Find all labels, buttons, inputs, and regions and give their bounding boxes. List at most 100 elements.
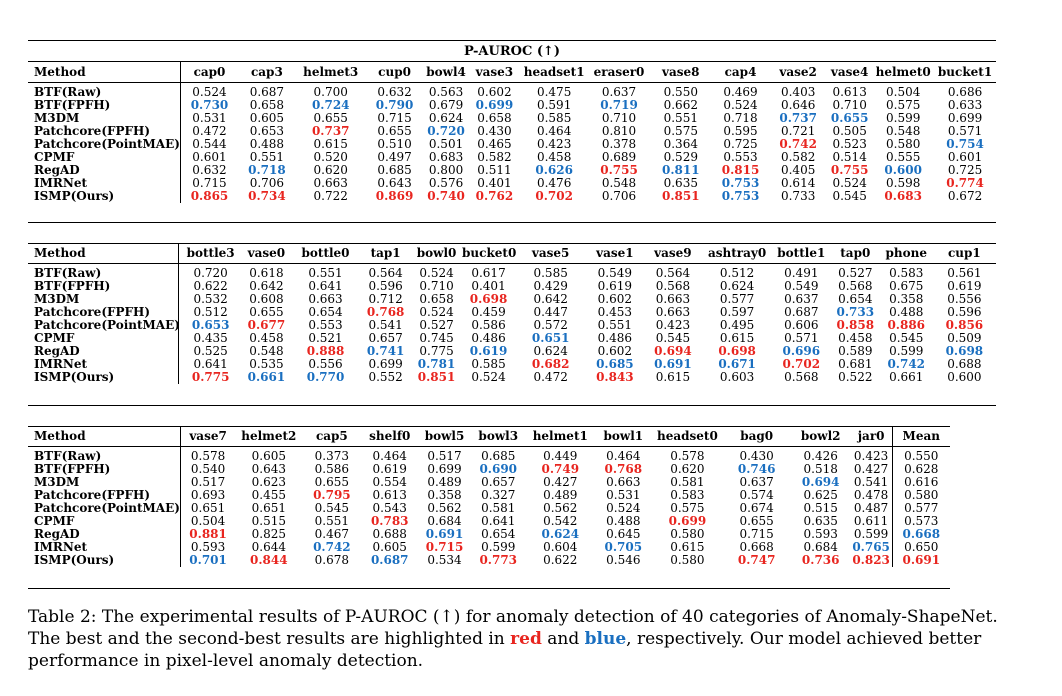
score-cell: 0.505 <box>832 124 867 138</box>
score-cell: 0.524 <box>192 85 227 99</box>
score-cell: 0.615 <box>719 331 755 345</box>
method-name: M3DM <box>28 112 181 125</box>
column-header-vase9: vase9 <box>643 243 703 264</box>
score-cell: 0.520 <box>313 150 348 164</box>
score-cell: 0.641 <box>193 357 228 371</box>
score-cell: 0.596 <box>947 305 982 319</box>
score-cell: 0.575 <box>886 98 921 112</box>
column-header-bottle3: bottle3 <box>178 243 242 264</box>
score-cell: 0.718 <box>248 163 286 177</box>
method-name: BTF(FPFH) <box>28 280 180 293</box>
score-cell: 0.464 <box>606 449 641 463</box>
score-cell: 0.447 <box>533 305 568 319</box>
score-cell: 0.701 <box>189 553 227 567</box>
score-cell: 0.681 <box>838 357 873 371</box>
score-cell: 0.749 <box>541 462 580 476</box>
table-row: IMRNet 0.715 0.706 0.663 0.643 0.576 0.401 0.47… <box>28 177 996 190</box>
method-name: RegAD <box>28 164 181 177</box>
score-cell: 0.619 <box>947 279 982 293</box>
caption-blue-word: blue <box>584 629 627 649</box>
score-cell: 0.635 <box>803 514 838 528</box>
score-cell: 0.619 <box>597 279 633 293</box>
score-cell: 0.650 <box>891 541 950 554</box>
score-cell: 0.598 <box>886 176 921 190</box>
score-cell: 0.549 <box>784 279 819 293</box>
score-cell: 0.401 <box>477 176 512 190</box>
score-cell: 0.512 <box>193 305 228 319</box>
score-cell: 0.517 <box>427 449 462 463</box>
score-cell: 0.678 <box>314 553 350 567</box>
score-cell: 0.755 <box>600 163 638 177</box>
table-row: BTF(Raw) 0.578 0.605 0.373 0.464 0.517 0.685 0.… <box>28 446 950 463</box>
method-name: BTF(FPFH) <box>28 463 182 476</box>
score-cell: 0.524 <box>471 370 506 384</box>
method-name: Patchcore(PointMAE) <box>28 138 181 151</box>
score-cell: 0.632 <box>377 85 412 99</box>
score-cell: 0.551 <box>663 111 698 125</box>
score-cell: 0.378 <box>601 137 637 151</box>
table-row: CPMF 0.601 0.551 0.520 0.497 0.683 0.582 0.458 0… <box>28 151 996 164</box>
score-cell: 0.574 <box>739 488 774 502</box>
method-name: Patchcore(FPFH) <box>28 125 181 138</box>
score-cell: 0.719 <box>600 98 638 112</box>
results-table-3: Method vase7 helmet2 cap5 shelf0 bowl5 bowl3 he… <box>28 426 950 567</box>
header-row: Method vase7 helmet2 cap5 shelf0 bowl5 bowl3 he… <box>28 426 950 447</box>
score-cell: 0.765 <box>852 540 890 554</box>
score-cell: 0.551 <box>308 266 343 280</box>
score-cell: 0.327 <box>481 488 516 502</box>
method-name: ISMP(Ours) <box>28 190 181 203</box>
score-cell: 0.427 <box>853 462 889 476</box>
table-row: CPMF 0.504 0.515 0.551 0.783 0.684 0.641 0.542 0… <box>28 515 950 528</box>
score-cell: 0.783 <box>370 514 409 528</box>
score-cell: 0.464 <box>372 449 407 463</box>
score-cell: 0.455 <box>251 488 286 502</box>
score-cell: 0.720 <box>193 266 228 280</box>
table-row: RegAD 0.525 0.548 0.888 0.741 0.775 0.619 0.624… <box>28 345 996 358</box>
score-cell: 0.475 <box>536 85 572 99</box>
score-cell: 0.668 <box>891 528 950 541</box>
table-row: BTF(FPFH) 0.540 0.643 0.586 0.619 0.699 0.690 0… <box>28 463 950 476</box>
score-cell: 0.489 <box>543 488 578 502</box>
score-cell: 0.688 <box>947 357 982 371</box>
column-header-headset0: headset0 <box>652 426 723 447</box>
score-cell: 0.472 <box>533 370 568 384</box>
score-cell: 0.435 <box>193 331 228 345</box>
score-cell: 0.504 <box>190 514 226 528</box>
score-cell: 0.715 <box>192 176 227 190</box>
column-header-cap5: cap5 <box>302 426 361 447</box>
table-row: Patchcore(PointMAE) 0.651 0.651 0.545 0.543 0… <box>28 502 950 515</box>
score-cell: 0.773 <box>479 553 518 567</box>
score-cell: 0.653 <box>191 318 230 332</box>
score-cell: 0.722 <box>313 189 348 203</box>
method-name: IMRNet <box>28 358 180 371</box>
score-cell: 0.488 <box>606 514 641 528</box>
score-cell: 0.851 <box>417 370 456 384</box>
column-header-helmet0: helmet0 <box>872 62 935 83</box>
title-rule <box>28 61 996 62</box>
column-header-tap0: tap0 <box>830 243 880 264</box>
method-name: RegAD <box>28 345 180 358</box>
method-name: RegAD <box>28 528 182 541</box>
score-cell: 0.622 <box>193 279 228 293</box>
score-cell: 0.575 <box>663 124 698 138</box>
score-cell: 0.685 <box>596 357 634 371</box>
score-cell: 0.604 <box>543 540 578 554</box>
score-cell: 0.601 <box>192 150 227 164</box>
score-cell: 0.702 <box>782 357 821 371</box>
method-header: Method <box>28 62 181 83</box>
score-cell: 0.602 <box>477 85 512 99</box>
score-cell: 0.553 <box>308 318 343 332</box>
score-cell: 0.721 <box>780 124 816 138</box>
table-row: ISMP(Ours) 0.701 0.844 0.678 0.687 0.534 0.773… <box>28 554 950 567</box>
score-cell: 0.611 <box>853 514 889 528</box>
score-cell: 0.762 <box>475 189 514 203</box>
score-cell: 0.458 <box>838 331 873 345</box>
score-cell: 0.800 <box>428 163 464 177</box>
score-cell: 0.886 <box>887 318 926 332</box>
score-cell: 0.486 <box>471 331 506 345</box>
score-cell: 0.527 <box>838 266 873 280</box>
score-cell: 0.742 <box>313 540 351 554</box>
score-cell: 0.541 <box>368 318 403 332</box>
score-cell: 0.599 <box>886 111 921 125</box>
score-cell: 0.687 <box>370 553 409 567</box>
